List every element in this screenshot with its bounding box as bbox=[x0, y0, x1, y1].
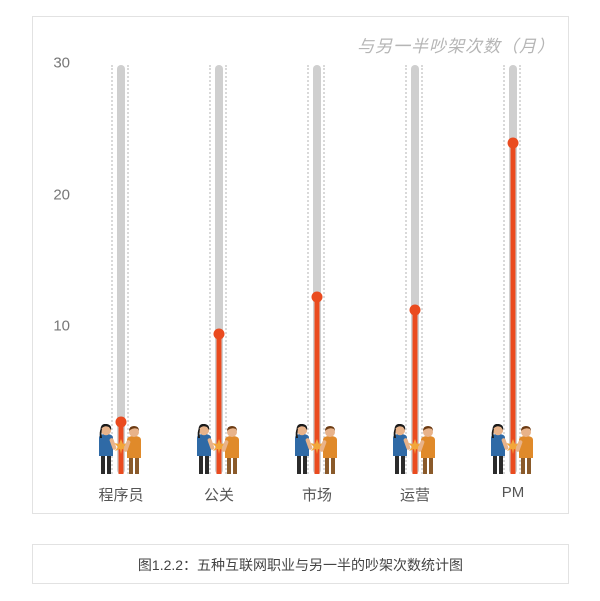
people-icon bbox=[191, 424, 247, 474]
people-icon bbox=[387, 424, 443, 474]
category-column: 运营 bbox=[385, 54, 445, 474]
x-label: 市场 bbox=[302, 474, 332, 505]
x-label: 程序员 bbox=[99, 474, 144, 505]
track-dots bbox=[111, 65, 113, 475]
caption-box: 图1.2.2：五种互联网职业与另一半的吵架次数统计图 bbox=[32, 544, 569, 584]
value-marker bbox=[214, 328, 225, 339]
y-tick: 20 bbox=[53, 186, 78, 203]
people-icon bbox=[485, 424, 541, 474]
track-dots bbox=[225, 65, 227, 475]
track-dots bbox=[421, 65, 423, 475]
track-dots bbox=[405, 65, 407, 475]
category-column: 公关 bbox=[189, 54, 249, 474]
plot-area: 102030 程序员 bbox=[78, 54, 556, 474]
track-dots bbox=[323, 65, 325, 475]
y-tick: 10 bbox=[53, 317, 78, 334]
category-column: 市场 bbox=[287, 54, 347, 474]
category-column: PM bbox=[483, 54, 543, 474]
value-marker bbox=[507, 138, 518, 149]
category-column: 程序员 bbox=[91, 54, 151, 474]
x-label: 公关 bbox=[204, 474, 234, 505]
x-label: 运营 bbox=[400, 474, 430, 505]
track-dots bbox=[127, 65, 129, 475]
track-dots bbox=[209, 65, 211, 475]
people-icon bbox=[93, 424, 149, 474]
y-tick: 30 bbox=[53, 55, 78, 72]
people-icon bbox=[289, 424, 345, 474]
track-dots bbox=[519, 65, 521, 475]
track-dots bbox=[503, 65, 505, 475]
value-marker bbox=[409, 304, 420, 315]
track-grey bbox=[117, 65, 125, 475]
x-label: PM bbox=[502, 474, 525, 501]
track-dots bbox=[307, 65, 309, 475]
value-marker bbox=[312, 291, 323, 302]
caption-text: 图1.2.2：五种互联网职业与另一半的吵架次数统计图 bbox=[138, 557, 463, 573]
